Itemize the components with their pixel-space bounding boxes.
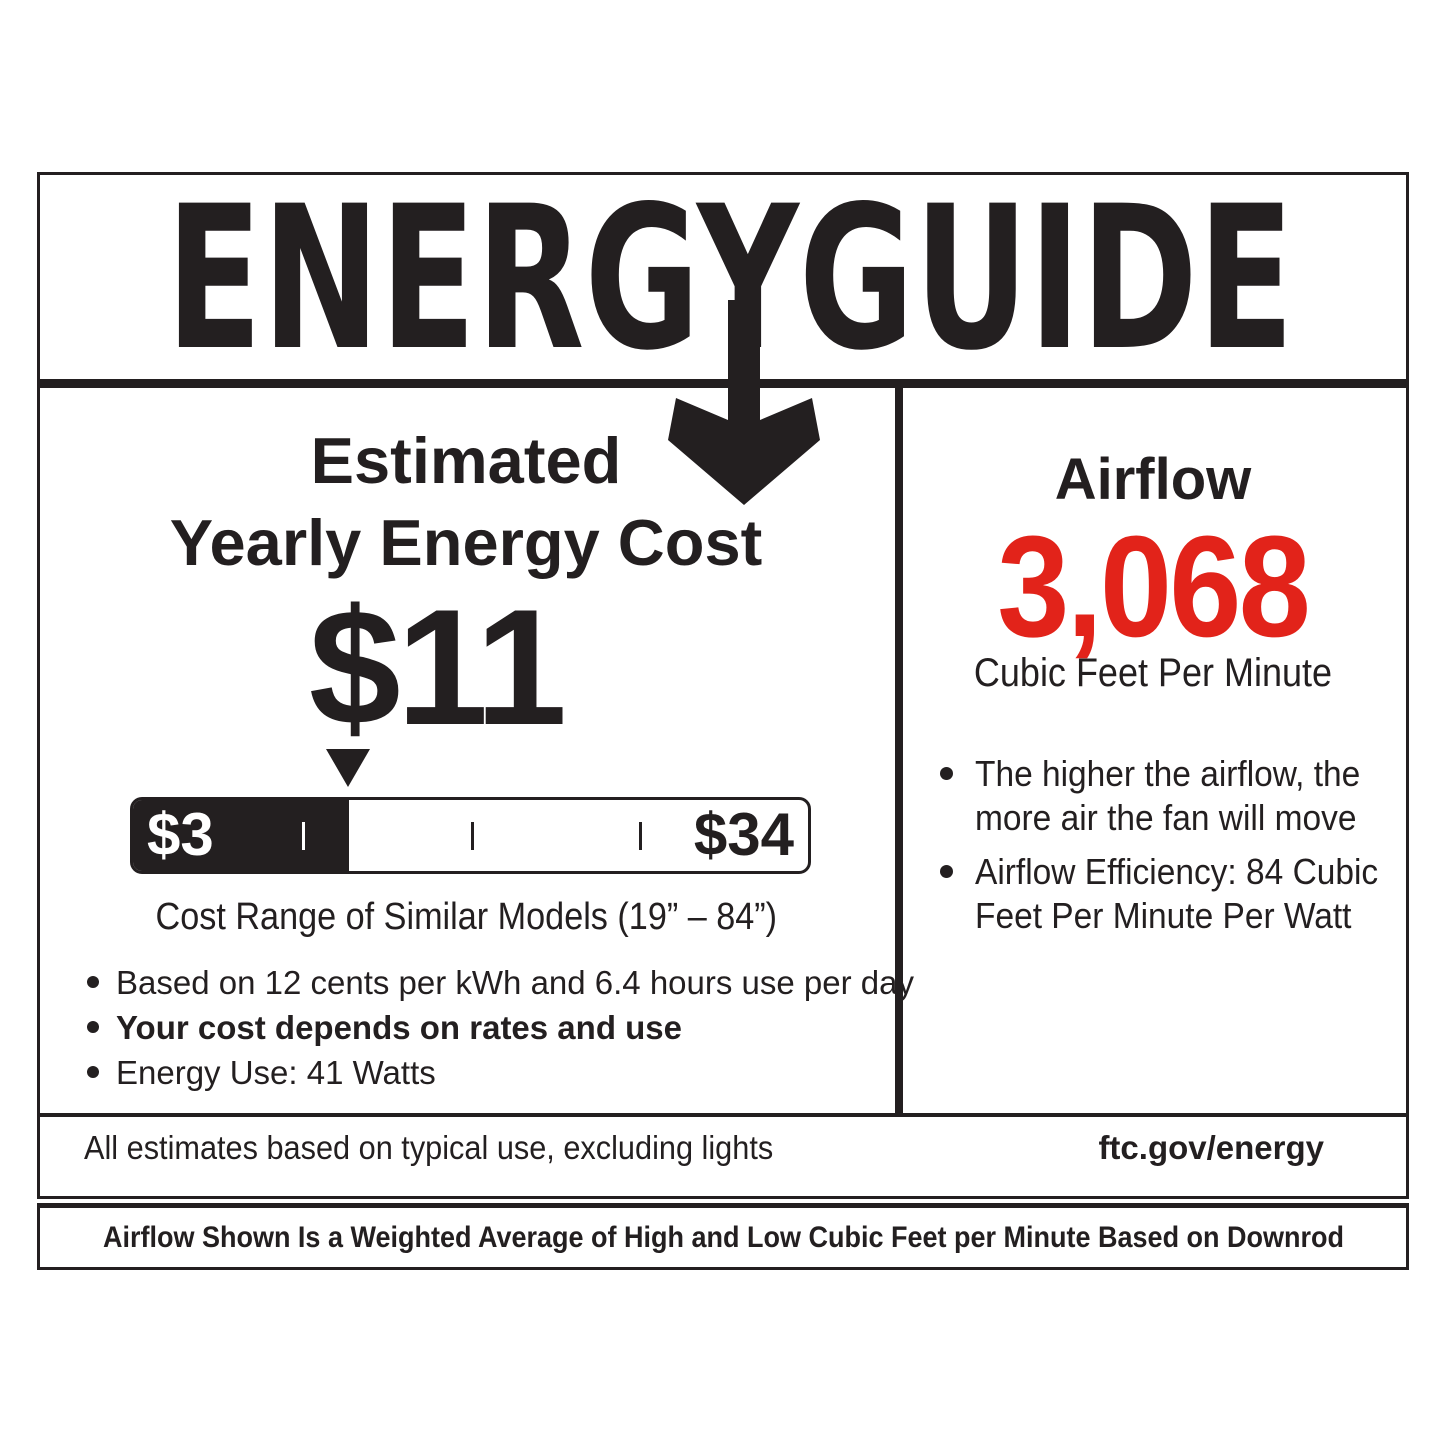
estimated-cost-heading: Estimated Yearly Energy Cost xyxy=(37,420,895,584)
heading-line-2: Yearly Energy Cost xyxy=(169,506,763,579)
bullet-icon xyxy=(87,976,99,988)
bullet-icon xyxy=(87,1021,99,1033)
bottom-note-box: Airflow Shown Is a Weighted Average of H… xyxy=(37,1203,1409,1270)
list-item: Energy Use: 41 Watts xyxy=(85,1050,885,1095)
footer-row: All estimates based on typical use, excl… xyxy=(84,1128,1324,1168)
down-arrow-icon xyxy=(668,300,820,505)
cost-range-bar: $3 $34 xyxy=(130,797,811,874)
energyguide-label-frame xyxy=(37,172,1409,1199)
bullet-icon xyxy=(87,1066,99,1078)
bar-tick-50 xyxy=(470,821,474,850)
airflow-notes-list: The higher the airflow, the more air the… xyxy=(938,752,1378,948)
cost-bar-fill xyxy=(133,800,349,871)
footer-disclaimer: All estimates based on typical use, excl… xyxy=(84,1129,774,1166)
logo-divider xyxy=(37,379,1409,388)
bottom-note-text: Airflow Shown Is a Weighted Average of H… xyxy=(102,1220,1344,1254)
cost-notes-list: Based on 12 cents per kWh and 6.4 hours … xyxy=(85,960,914,1095)
cost-marker-icon xyxy=(325,749,370,787)
bullet-icon xyxy=(940,865,953,878)
airflow-heading: Airflow xyxy=(1054,447,1252,512)
column-divider xyxy=(895,379,903,1117)
bar-min-label: $3 xyxy=(147,800,214,868)
bar-tick-75 xyxy=(639,821,643,850)
cost-marker-strip xyxy=(130,749,811,787)
ftc-url: ftc.gov/energy xyxy=(1098,1129,1324,1166)
cost-range-caption: Cost Range of Similar Models (19” – 84”) xyxy=(155,896,777,938)
heading-line-1: Estimated xyxy=(310,424,622,497)
airflow-value: 3,068 xyxy=(997,506,1312,667)
bar-max-label: $34 xyxy=(693,800,794,868)
list-item: Based on 12 cents per kWh and 6.4 hours … xyxy=(85,960,914,1005)
footer-divider xyxy=(37,1113,1409,1117)
airflow-unit: Cubic Feet Per Minute xyxy=(973,651,1333,695)
bullet-icon xyxy=(940,767,953,780)
bar-tick-25 xyxy=(301,821,305,850)
list-item: Your cost depends on rates and use xyxy=(85,1005,885,1050)
list-item: Airflow Efficiency: 84 Cubic Feet Per Mi… xyxy=(938,850,1378,938)
yearly-cost-value: $11 xyxy=(308,575,567,759)
list-item: The higher the airflow, the more air the… xyxy=(938,752,1378,840)
